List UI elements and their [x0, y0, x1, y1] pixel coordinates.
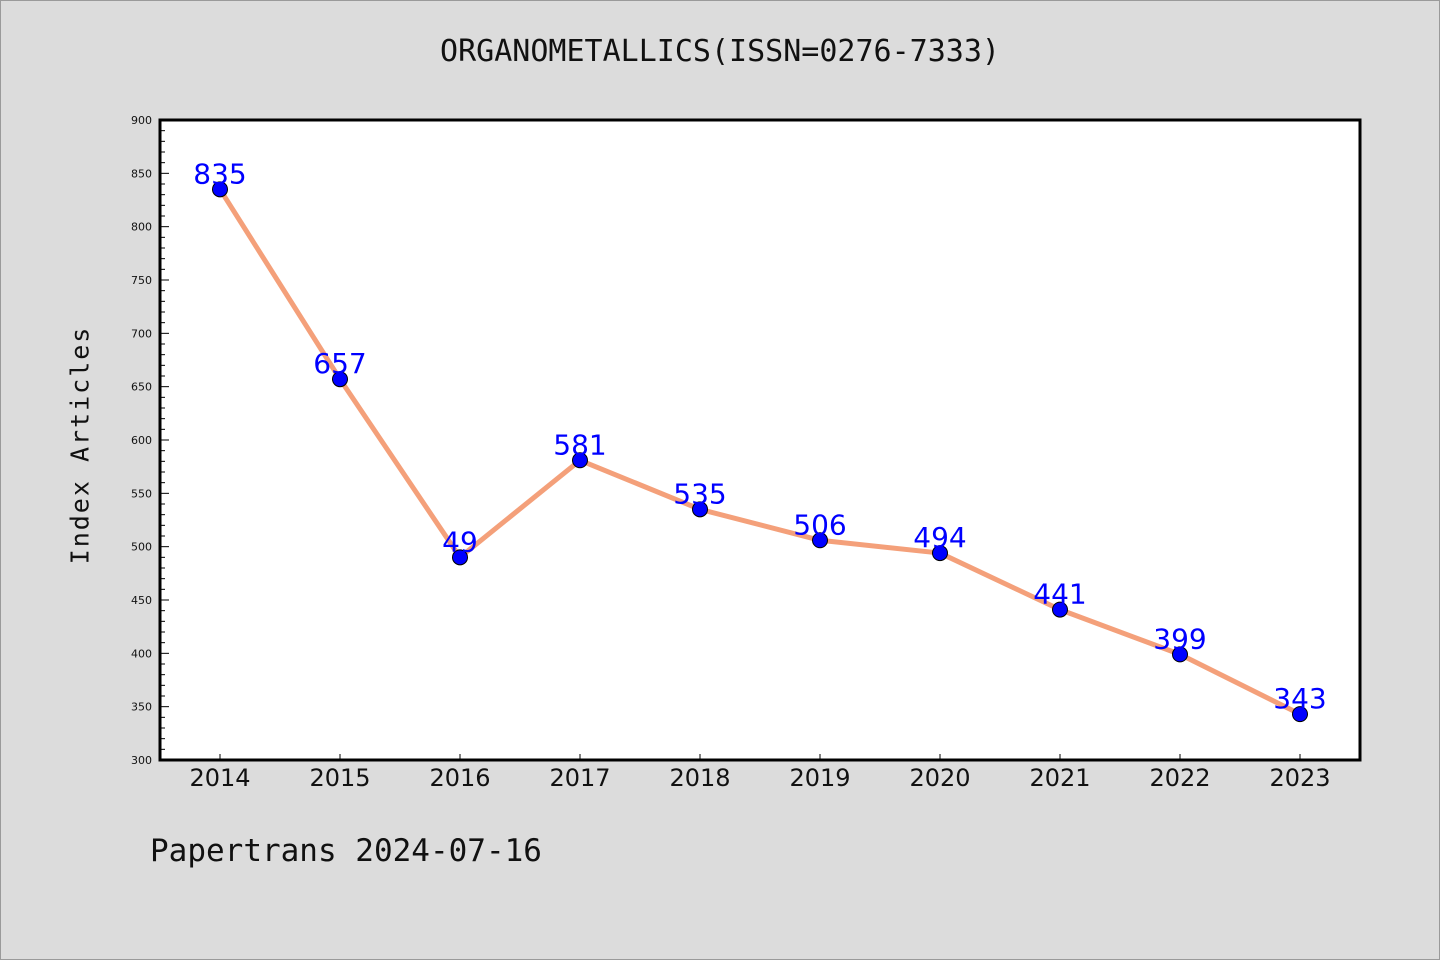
y-tick-label: 700 [131, 327, 152, 340]
data-point [692, 501, 708, 518]
x-tick-label: 2023 [1269, 764, 1330, 792]
y-tick-label: 900 [131, 114, 152, 127]
data-label: 835 [193, 157, 246, 190]
y-tick-label: 300 [131, 754, 152, 767]
data-point [1052, 601, 1068, 618]
chart-title: ORGANOMETALLICS(ISSN=0276-7333) [440, 34, 1000, 69]
x-tick-label: 2015 [309, 764, 370, 792]
data-label: 494 [913, 521, 966, 554]
data-label: 535 [673, 477, 726, 510]
data-point [572, 452, 588, 469]
x-tick-label: 2021 [1029, 764, 1090, 792]
y-tick-label: 450 [131, 594, 152, 607]
data-point [212, 181, 228, 198]
data-label: 581 [553, 428, 606, 461]
data-point [1292, 706, 1308, 723]
data-point [1172, 646, 1188, 663]
data-label: 343 [1273, 682, 1326, 715]
data-label: 399 [1153, 622, 1206, 655]
data-label: 506 [793, 508, 846, 541]
y-tick-label: 400 [131, 647, 152, 660]
y-tick-label: 600 [131, 434, 152, 447]
x-tick-label: 2017 [549, 764, 610, 792]
y-tick-label: 750 [131, 274, 152, 287]
x-tick-label: 2019 [789, 764, 850, 792]
data-label: 441 [1033, 578, 1086, 611]
y-tick-label: 850 [131, 167, 152, 180]
y-tick-label: 350 [131, 701, 152, 714]
data-point [452, 549, 468, 566]
data-label: 657 [313, 347, 366, 380]
data-point [332, 371, 348, 388]
x-tick-label: 2014 [189, 764, 250, 792]
y-tick-label: 800 [131, 221, 152, 234]
y-tick-label: 650 [131, 381, 152, 394]
data-point [812, 532, 828, 549]
y-tick-label: 550 [131, 487, 152, 500]
plot-border [158, 118, 1362, 762]
x-tick-label: 2022 [1149, 764, 1210, 792]
plot-area [160, 120, 1360, 760]
y-tick-label: 500 [131, 541, 152, 554]
footer-credit: Papertrans 2024-07-16 [150, 833, 542, 869]
series-line [217, 186, 1303, 717]
x-tick-label: 2016 [429, 764, 490, 792]
x-tick-label: 2018 [669, 764, 730, 792]
data-label: 49 [442, 525, 478, 558]
x-tick-label: 2020 [909, 764, 970, 792]
data-point [932, 545, 948, 562]
